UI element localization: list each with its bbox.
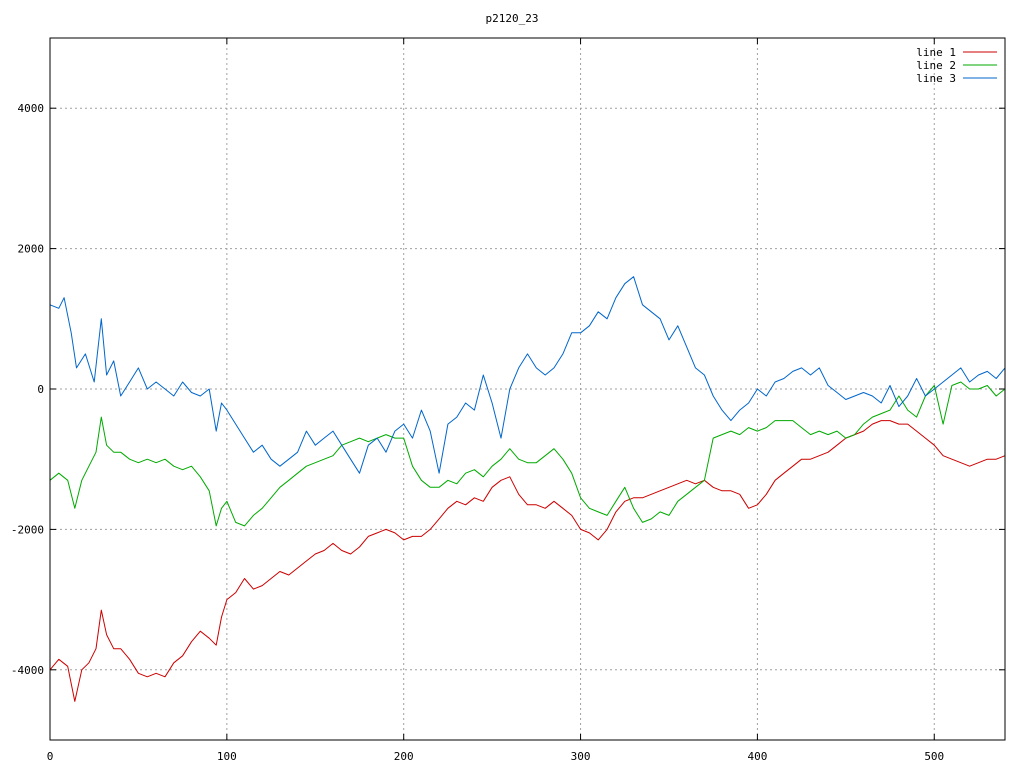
- plot-frame: [49, 37, 1006, 741]
- x-tick-label: 500: [924, 750, 944, 763]
- x-tick-label: 200: [394, 750, 414, 763]
- grid-lines: [50, 38, 1005, 740]
- legend-label-line-2: line 2: [916, 59, 956, 72]
- x-tick-label: 100: [217, 750, 237, 763]
- y-tick-label: 0: [37, 383, 44, 396]
- series-line-line-2: [49, 381, 1006, 527]
- y-tick-label: 2000: [18, 243, 45, 256]
- axes: 0 100 200 300 400 500 -4000 -2000 0 2000 4000: [11, 38, 1005, 763]
- y-tick-label: -2000: [11, 523, 44, 536]
- series-layer: [49, 276, 1006, 702]
- series-line-line-1: [49, 420, 1006, 702]
- legend-label-line-1: line 1: [916, 46, 956, 59]
- chart-title: p2120_23: [486, 12, 539, 25]
- legend-label-line-3: line 3: [916, 72, 956, 85]
- y-tick-label: -4000: [11, 664, 44, 677]
- series-line-line-3: [49, 276, 1006, 474]
- y-tick-label: 4000: [18, 102, 45, 115]
- x-tick-label: 400: [747, 750, 767, 763]
- x-tick-label: 300: [571, 750, 591, 763]
- x-tick-label: 0: [47, 750, 54, 763]
